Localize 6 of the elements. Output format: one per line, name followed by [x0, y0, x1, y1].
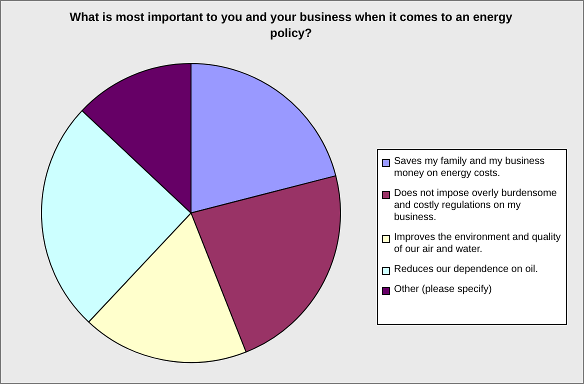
legend-label: Saves my family and my business money on energy costs. [394, 156, 546, 180]
legend-label: Improves the environment and quality of our air and water. [394, 232, 562, 256]
legend-label: Does not impose overly burdensome and costly regulations on my business. [394, 188, 558, 224]
legend-label: Reduces our dependence on oil. [394, 264, 538, 276]
legend-label: Other (please specify) [394, 284, 492, 296]
chart-title: What is most important to you and your business when it comes to an energy policy? [68, 9, 514, 41]
